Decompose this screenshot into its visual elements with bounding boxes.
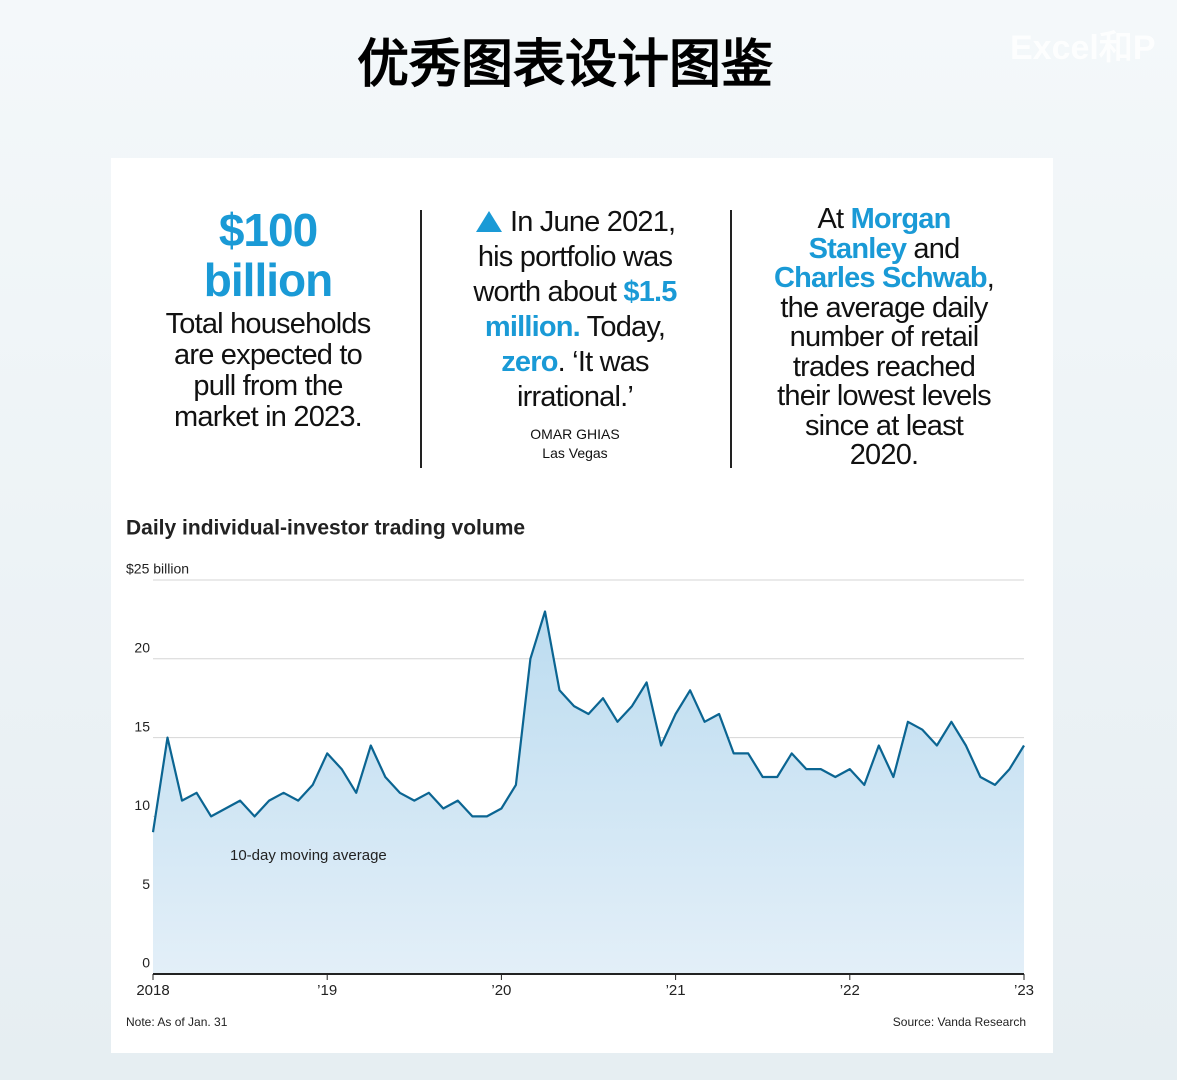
stat-text: Total households are expected to pull fr… [150,309,386,433]
fact-panel: At Morgan Stanley and Charles Schwab, th… [772,203,996,471]
x-tick-label: ’19 [317,982,337,999]
source: Source: Vanda Research [893,1015,1026,1029]
y-tick-label: 20 [134,640,150,656]
y-tick-label: 5 [142,876,150,892]
quote-panel: In June 2021, his portfolio was worth ab… [462,205,688,463]
panel-text: Today, [579,311,673,343]
quote-text: In June 2021, his portfolio was worth ab… [462,205,688,415]
area [153,611,1024,974]
panel-text: Total households are expected to pull fr… [165,308,378,433]
highlight-text: Morgan Stanley [808,203,958,265]
page-title: 优秀图表设计图鉴 [356,34,773,95]
y-tick-label: 0 [142,955,150,971]
note: Note: As of Jan. 31 [126,1015,228,1029]
highlight-text: $1.5 million. [484,276,684,343]
quote-place: Las Vegas [542,445,608,461]
stat-panel: $100 billion Total households are expect… [150,205,386,433]
highlight-text: zero [501,346,558,378]
highlight-text: Charles Schwab [773,262,988,294]
quote-name: OMAR GHIAS [530,426,620,442]
x-tick-label: ’23 [1014,982,1034,999]
panel-text: In June 2021, his portfolio was worth ab… [473,206,683,308]
watermark: Excel和P [1010,29,1156,67]
divider [730,210,732,468]
annotation: 10-day moving average [230,847,387,864]
panel-text: . ‘It was irrational.’ [516,346,657,413]
divider [420,210,422,468]
x-tick-label: ’21 [666,982,686,999]
triangle-icon [475,211,502,232]
chart-title: Daily individual-investor trading volume [126,517,525,540]
y-tick-label: 10 [134,797,150,813]
y-tick-label: $25 billion [126,561,189,577]
panel-text: and [906,232,967,265]
panel-text: , the average daily number of retail tra… [777,262,1002,471]
panel-text: At [817,203,851,235]
x-tick-label: 2018 [136,982,169,999]
fact-text: At Morgan Stanley and Charles Schwab, th… [772,203,996,471]
y-tick-label: 15 [134,718,150,734]
stat-figure: $100 billion [203,204,333,306]
x-tick-label: ’22 [840,982,860,999]
line [151,610,1025,833]
x-tick-label: ’20 [491,982,511,999]
